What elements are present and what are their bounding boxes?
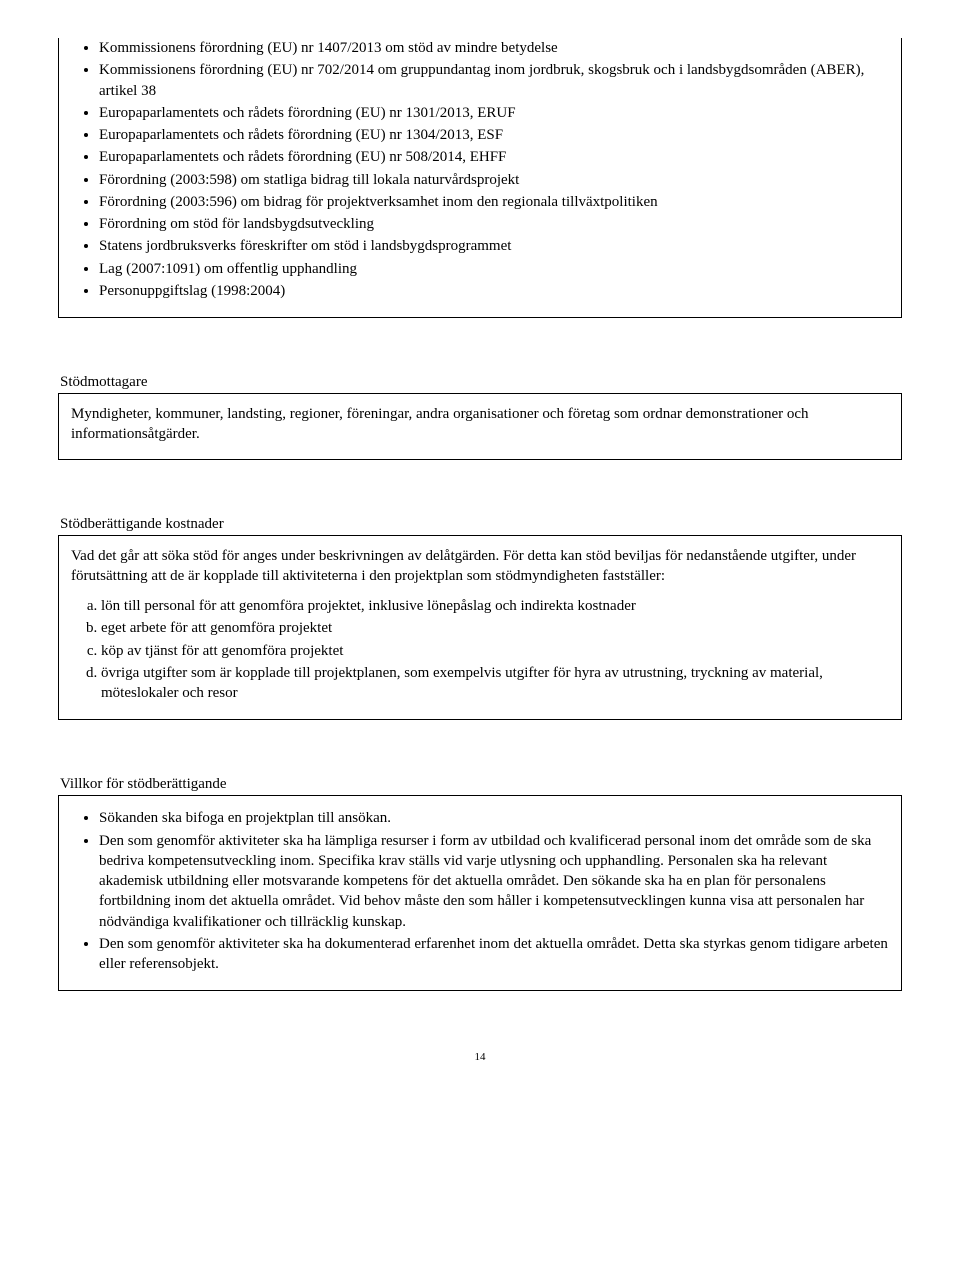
kostnader-list: lön till personal för att genomföra proj…	[71, 596, 889, 703]
list-item: Europaparlamentets och rådets förordning…	[99, 125, 889, 145]
kostnader-box: Vad det går att söka stöd för anges unde…	[58, 535, 902, 721]
list-item: Europaparlamentets och rådets förordning…	[99, 103, 889, 123]
list-item: Den som genomför aktiviteter ska ha lämp…	[99, 831, 889, 932]
regulations-list: Kommissionens förordning (EU) nr 1407/20…	[71, 38, 889, 301]
list-item: Kommissionens förordning (EU) nr 702/201…	[99, 60, 889, 101]
villkor-box: Sökanden ska bifoga en projektplan till …	[58, 795, 902, 991]
list-item: Europaparlamentets och rådets förordning…	[99, 147, 889, 167]
page-number: 14	[58, 1051, 902, 1063]
regulations-box: Kommissionens förordning (EU) nr 1407/20…	[58, 38, 902, 318]
list-item: Kommissionens förordning (EU) nr 1407/20…	[99, 38, 889, 58]
list-item: övriga utgifter som är kopplade till pro…	[101, 663, 889, 704]
list-item: Statens jordbruksverks föreskrifter om s…	[99, 236, 889, 256]
list-item: Personuppgiftslag (1998:2004)	[99, 281, 889, 301]
list-item: Sökanden ska bifoga en projektplan till …	[99, 808, 889, 828]
section-heading-kostnader: Stödberättigande kostnader	[60, 516, 902, 533]
list-item: Förordning (2003:596) om bidrag för proj…	[99, 192, 889, 212]
stodmottagare-box: Myndigheter, kommuner, landsting, region…	[58, 393, 902, 460]
villkor-list: Sökanden ska bifoga en projektplan till …	[71, 808, 889, 974]
list-item: Den som genomför aktiviteter ska ha doku…	[99, 934, 889, 975]
kostnader-intro: Vad det går att söka stöd för anges unde…	[71, 546, 889, 587]
section-heading-stodmottagare: Stödmottagare	[60, 374, 902, 391]
list-item: eget arbete för att genomföra projektet	[101, 618, 889, 638]
list-item: köp av tjänst för att genomföra projekte…	[101, 641, 889, 661]
section-heading-villkor: Villkor för stödberättigande	[60, 776, 902, 793]
list-item: Förordning (2003:598) om statliga bidrag…	[99, 170, 889, 190]
list-item: lön till personal för att genomföra proj…	[101, 596, 889, 616]
stodmottagare-text: Myndigheter, kommuner, landsting, region…	[71, 404, 889, 445]
page-body: Kommissionens förordning (EU) nr 1407/20…	[0, 0, 960, 1103]
list-item: Förordning om stöd för landsbygdsutveckl…	[99, 214, 889, 234]
list-item: Lag (2007:1091) om offentlig upphandling	[99, 259, 889, 279]
